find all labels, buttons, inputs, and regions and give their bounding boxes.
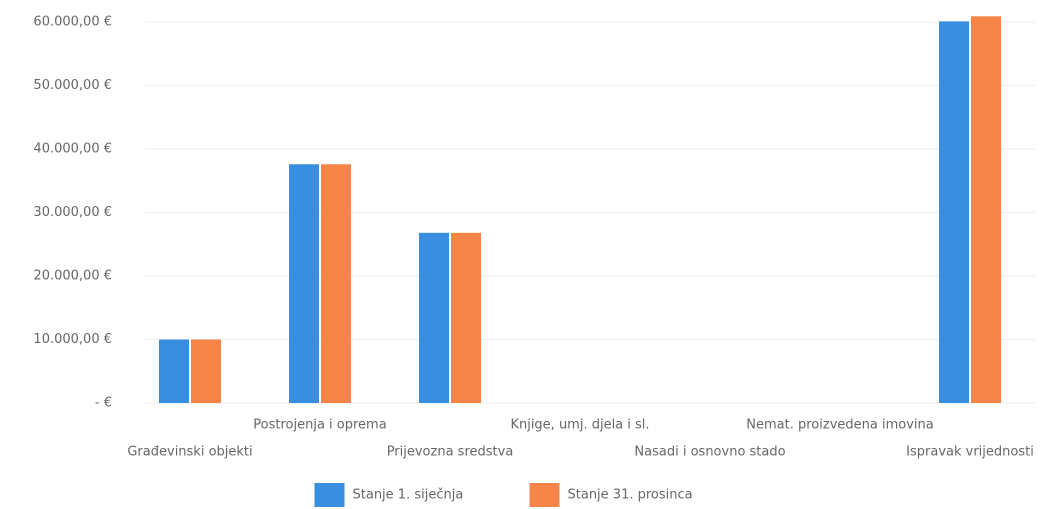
bar [939,21,969,404]
bar [289,164,319,403]
bar [451,232,481,403]
y-tick-label: 10.000,00 € [33,332,112,347]
y-tick-label: 60.000,00 € [33,15,112,30]
x-tick-label: Nemat. proizvedena imovina [746,418,933,433]
legend-swatch [529,483,560,507]
bar [971,16,1001,403]
x-tick-label: Prijevozna sredstva [387,445,514,460]
y-tick-label: 20.000,00 € [33,269,112,284]
bar [159,339,189,403]
legend-label: Stanje 31. prosinca [568,488,693,503]
x-tick-label: Građevinski objekti [127,445,252,460]
legend-swatch [314,483,345,507]
bar [321,164,351,403]
y-tick-label: - € [95,396,112,411]
x-tick-label: Ispravak vrijednosti [906,445,1034,460]
y-tick-label: 30.000,00 € [33,205,112,220]
bar [191,339,221,403]
bar [419,232,449,403]
y-tick-label: 50.000,00 € [33,78,112,93]
y-tick-label: 40.000,00 € [33,142,112,157]
x-tick-label: Nasadi i osnovno stado [634,445,785,460]
legend-label: Stanje 1. siječnja [353,488,464,503]
x-tick-label: Postrojenja i oprema [253,418,386,433]
x-tick-label: Knjige, umj. djela i sl. [510,418,649,433]
